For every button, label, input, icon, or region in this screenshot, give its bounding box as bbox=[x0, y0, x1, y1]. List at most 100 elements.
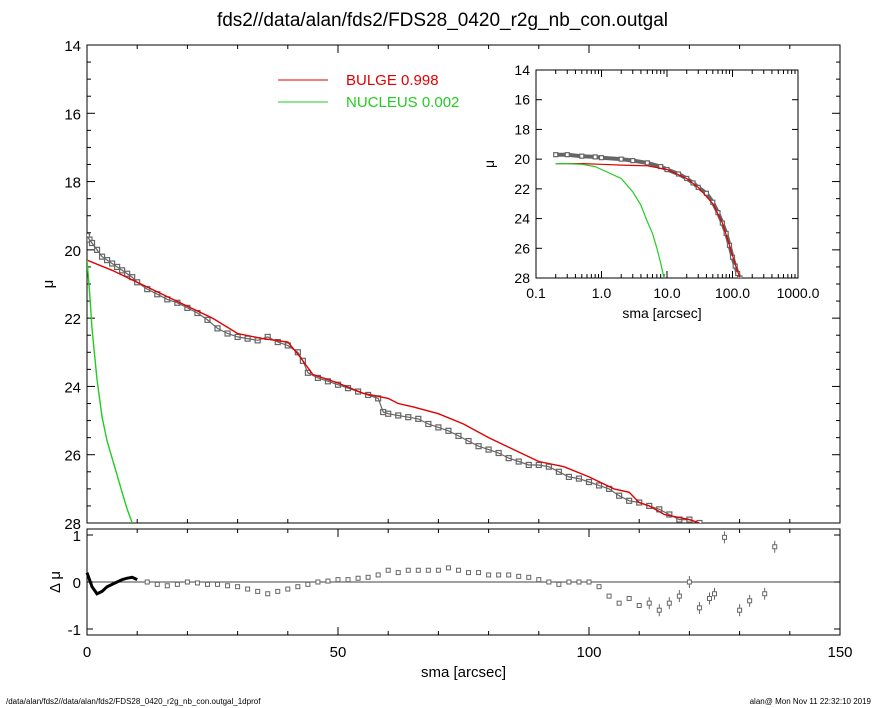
main-ytick-label: 14 bbox=[64, 38, 81, 55]
legend-label-nucleus: NUCLEUS 0.002 bbox=[346, 94, 459, 111]
resid-data-point bbox=[295, 584, 301, 590]
resid-xtick-label: 50 bbox=[330, 644, 347, 661]
inset-data-point bbox=[598, 155, 605, 161]
inset-ytick-label: 16 bbox=[514, 92, 530, 108]
resid-data-point bbox=[686, 579, 692, 585]
main-bulge-line bbox=[87, 259, 700, 523]
resid-data-point bbox=[435, 567, 441, 573]
resid-data-point bbox=[305, 581, 311, 587]
resid-data-point bbox=[225, 583, 231, 589]
resid-data-point bbox=[184, 579, 190, 585]
resid-data-point bbox=[335, 577, 341, 583]
resid-data-point bbox=[325, 578, 331, 584]
resid-data-point bbox=[194, 580, 200, 586]
resid-inner-line bbox=[85, 572, 138, 596]
inset-data-point bbox=[579, 153, 585, 159]
inset-nucleus-line bbox=[555, 163, 665, 278]
resid-data-point bbox=[355, 575, 361, 581]
resid-data-point bbox=[445, 565, 451, 571]
resid-xtick-label: 0 bbox=[83, 644, 91, 661]
resid-ytick-label: 0 bbox=[73, 575, 81, 592]
main-ytick-label: 28 bbox=[64, 516, 81, 533]
inset-panel: 14 16 18 20 22 24 26 280.1 1.0 10.0 100.0 1000.0 μ sm… bbox=[466, 58, 820, 341]
resid-data-point bbox=[144, 579, 150, 585]
resid-data-point bbox=[154, 581, 160, 587]
resid-data-point bbox=[536, 577, 542, 583]
resid-data-point bbox=[425, 567, 431, 573]
resid-data-point bbox=[666, 600, 672, 606]
resid-data-point bbox=[215, 581, 221, 587]
main-legend: BULGE 0.998 NUCLEUS 0.002 bbox=[278, 72, 459, 111]
resid-data-point bbox=[275, 588, 281, 594]
resid-data-point bbox=[466, 570, 472, 576]
inset-xlabel: sma [arcsec] bbox=[622, 305, 701, 321]
resid-data-point bbox=[566, 579, 572, 585]
resid-data-point bbox=[174, 581, 180, 587]
resid-data-point bbox=[255, 588, 261, 594]
resid-xtick-label: 100 bbox=[576, 644, 601, 661]
inset-xtick-label: 10.0 bbox=[653, 285, 680, 301]
resid-data-point bbox=[712, 591, 717, 597]
resid-data-point bbox=[586, 579, 592, 585]
resid-data-point bbox=[556, 581, 562, 587]
inset-data-point bbox=[630, 158, 636, 164]
resid-data-point bbox=[516, 573, 522, 579]
inset-ytick-label: 14 bbox=[514, 62, 530, 78]
resid-data-point bbox=[405, 567, 411, 573]
resid-data-point bbox=[455, 567, 461, 573]
resid-data-point bbox=[656, 607, 662, 613]
inset-ylabel: μ bbox=[481, 160, 497, 168]
inset-xtick-label: 100.0 bbox=[715, 285, 750, 301]
main-ytick-label: 22 bbox=[64, 311, 81, 328]
resid-xtick-label: 150 bbox=[827, 644, 852, 661]
resid-data-point bbox=[375, 572, 381, 578]
resid-data-point bbox=[486, 572, 492, 578]
resid-data-point bbox=[596, 584, 602, 590]
resid-data-point bbox=[747, 598, 753, 604]
page-title: fds2//data/alan/fds2/FDS28_0420_r2g_nb_c… bbox=[216, 10, 669, 31]
resid-data-point bbox=[626, 595, 632, 601]
resid-data-point bbox=[722, 534, 728, 540]
resid-data-point bbox=[636, 603, 642, 608]
main-plot-area bbox=[87, 233, 703, 523]
resid-data-point bbox=[546, 579, 552, 585]
resid-data-point bbox=[676, 593, 682, 599]
footer-right-timestamp: alan@ Mon Nov 11 22:32:10 2019 bbox=[749, 697, 871, 706]
main-panel: 14 16 18 20 22 24 26 28 μ BULGE 0.998 NUCLEUS 0.00… bbox=[40, 38, 841, 533]
resid-data-point bbox=[606, 593, 612, 599]
resid-data-point bbox=[616, 600, 622, 606]
inset-ytick-label: 24 bbox=[514, 211, 530, 227]
resid-data-point bbox=[576, 579, 582, 585]
inset-xtick-label: 1.0 bbox=[592, 285, 612, 301]
main-ytick-label: 20 bbox=[64, 243, 81, 260]
resid-data-point bbox=[235, 584, 241, 590]
resid-data-point bbox=[496, 572, 502, 578]
resid-data-point bbox=[315, 579, 321, 585]
resid-data-point bbox=[506, 572, 512, 578]
resid-data-point bbox=[285, 586, 291, 592]
x-axis-label: sma [arcsec] bbox=[421, 664, 506, 681]
resid-data-point bbox=[762, 591, 768, 597]
resid-data-point bbox=[737, 607, 743, 613]
inset-ytick-label: 22 bbox=[514, 181, 530, 197]
inset-ytick-label: 28 bbox=[514, 270, 530, 286]
main-data-point bbox=[87, 233, 91, 240]
resid-data-point bbox=[526, 574, 532, 580]
inset-data-point bbox=[644, 160, 650, 166]
inset-ytick-label: 26 bbox=[514, 240, 530, 256]
resid-data-point bbox=[164, 583, 170, 589]
resid-data-point bbox=[706, 595, 712, 601]
resid-data-point bbox=[204, 581, 210, 587]
inset-data-point bbox=[703, 190, 710, 196]
resid-ylabel: Δ μ bbox=[47, 571, 64, 593]
inset-data-point bbox=[564, 152, 570, 158]
resid-data-point bbox=[476, 570, 482, 576]
resid-data-point bbox=[245, 586, 251, 592]
main-ytick-label: 16 bbox=[64, 106, 81, 123]
main-ylabel: μ bbox=[40, 280, 57, 289]
inset-ytick-label: 18 bbox=[514, 121, 530, 137]
resid-ytick-label: 1 bbox=[73, 528, 81, 545]
